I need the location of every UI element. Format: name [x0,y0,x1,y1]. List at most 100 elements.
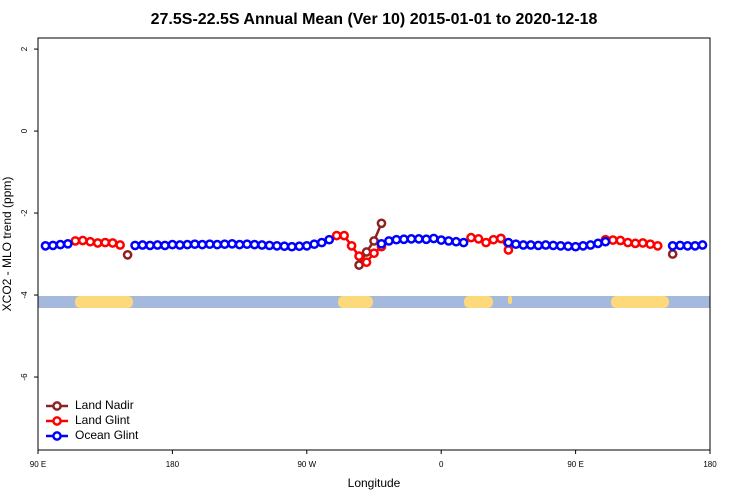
land-patch [75,296,133,308]
data-point [361,257,372,268]
data-point [339,230,349,241]
data-point [361,247,372,257]
land-patch [508,296,512,304]
data-point [197,239,208,250]
data-point [189,239,200,250]
data-point [413,234,424,244]
data-point [503,245,514,255]
data-point [563,241,573,252]
data-point [555,240,566,251]
data-point [272,240,282,251]
data-point [301,240,312,251]
data-point [175,240,185,250]
data-point [309,239,320,250]
data-point [92,238,103,248]
data-point [346,240,357,251]
data-point [227,238,237,249]
data-point [518,240,529,250]
data-point [466,232,476,243]
data-point [77,235,88,246]
data-point [354,251,364,261]
data-point [682,240,693,251]
data-point [548,240,559,251]
data-point [182,239,193,250]
data-point [287,241,297,252]
legend-marker [52,401,62,411]
data-point [122,250,133,260]
data-point [70,236,81,246]
x-tick-label: 90 E [30,460,46,469]
data-point [540,240,551,250]
data-point [48,240,58,251]
data-point [354,260,364,270]
data-point [391,234,402,245]
data-point [436,235,447,245]
data-point [533,240,544,251]
data-point [615,235,626,246]
data-point [316,237,327,248]
x-tick-label: 90 E [567,460,583,469]
data-point [488,234,499,245]
data-point [406,234,417,244]
data-point [451,236,461,247]
data-point [331,230,342,241]
data-point [675,240,685,251]
data-point [279,241,290,252]
data-point [645,239,656,250]
data-point [637,238,648,248]
data-point [667,240,678,251]
x-tick-label: 90 W [297,460,316,469]
legend-label: Ocean Glint [75,428,139,442]
data-point [525,240,536,250]
data-point [264,240,275,251]
data-point [115,240,125,250]
data-point [107,238,118,248]
data-point [511,239,521,250]
data-point [697,240,708,250]
data-point [496,233,506,244]
data-point [130,240,140,251]
data-point [249,239,260,250]
data-point [399,234,409,245]
data-point [593,238,603,249]
y-tick-label: -4 [20,291,29,299]
data-point [384,236,394,246]
data-point [152,240,163,250]
data-point [85,236,96,247]
data-point [100,237,111,248]
land-ocean-strip [38,296,710,308]
data-point [623,237,633,248]
data-point [667,249,678,259]
ocean-band [38,296,710,308]
data-point [167,239,178,250]
data-point [473,234,484,244]
data-point [219,239,230,250]
y-tick-label: 2 [20,46,29,51]
y-tick-label: 0 [20,128,29,133]
data-point [234,239,245,250]
data-point [160,240,170,251]
plot-frame [37,37,711,451]
data-point [242,239,252,250]
data-point [600,236,611,247]
data-point [585,240,596,250]
x-tick-label: 0 [439,460,444,469]
data-point [376,218,387,229]
legend-label: Land Nadir [75,398,134,412]
data-point [608,235,618,245]
y-tick-label: -6 [20,373,29,381]
x-tick-label: 180 [166,460,180,469]
data-point [630,238,641,249]
x-tick-label: 180 [703,460,717,469]
y-axis-title: XCO2 - MLO trend (ppm) [0,177,14,312]
data-point [481,237,491,248]
legend-label: Land Glint [75,413,130,427]
data-point [369,248,379,259]
data-point [324,234,335,245]
chart-title: 27.5S-22.5S Annual Mean (Ver 10) 2015-01… [151,11,598,28]
data-point [137,240,148,250]
y-tick-label: -2 [20,209,29,217]
land-patch [338,296,373,308]
legend-marker [52,416,62,426]
x-axis-title: Longitude [348,476,401,490]
